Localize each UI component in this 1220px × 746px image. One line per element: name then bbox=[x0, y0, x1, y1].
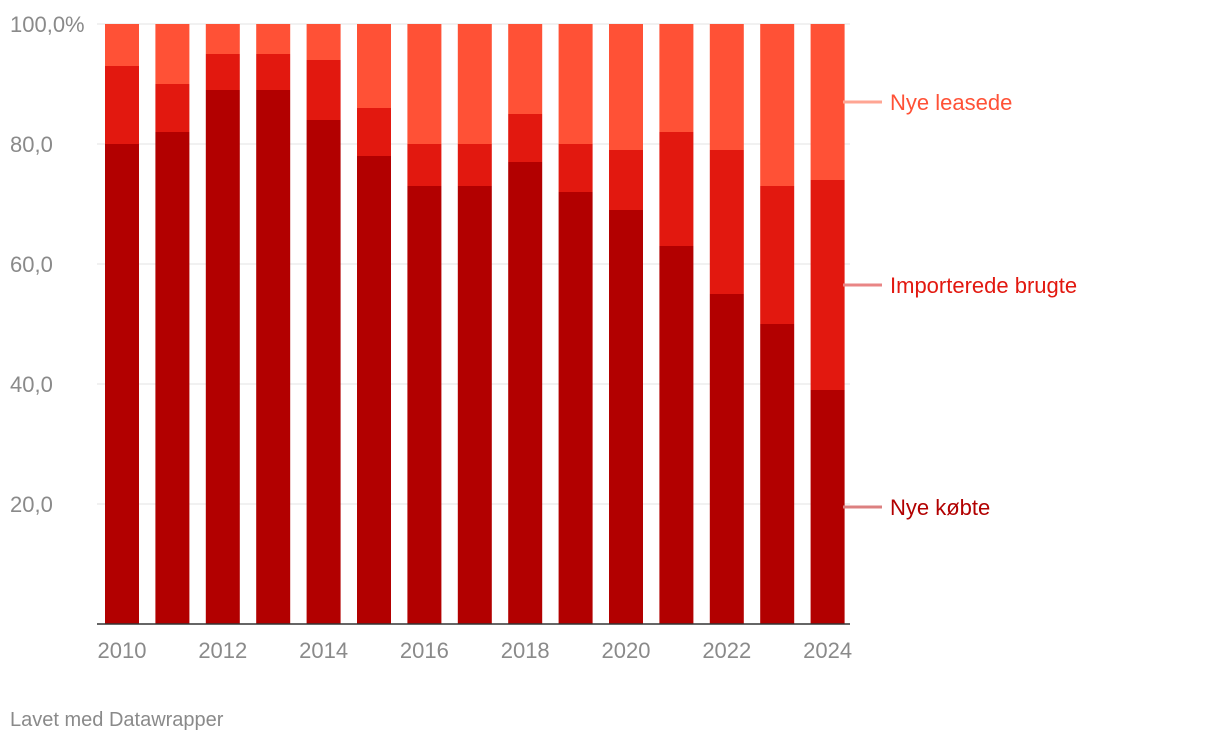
bar-2010-importerede-brugte bbox=[105, 66, 139, 144]
x-tick-label: 2020 bbox=[602, 638, 651, 663]
credit-text: Lavet med Datawrapper bbox=[10, 709, 224, 731]
bar-2015-nye-leasede bbox=[357, 24, 391, 108]
y-tick-label: 80,0 bbox=[10, 132, 53, 157]
bar-2024-importerede-brugte bbox=[810, 180, 845, 390]
bar-2019-importerede-brugte bbox=[558, 144, 593, 192]
bar-2013-nye-leasede bbox=[256, 24, 291, 54]
bar-2019-nye-købte bbox=[558, 192, 593, 624]
x-tick-label: 2018 bbox=[501, 638, 550, 663]
bar-2020-importerede-brugte bbox=[609, 150, 643, 210]
bar-2011-nye-leasede bbox=[155, 24, 190, 84]
bar-2010-nye-leasede bbox=[105, 24, 139, 66]
bar-2010-nye-købte bbox=[105, 144, 139, 624]
y-tick-label: 20,0 bbox=[10, 492, 53, 517]
legend: Nye leasede Importerede brugte Nye købte bbox=[843, 90, 1077, 520]
bar-2015-nye-købte bbox=[357, 156, 391, 624]
bar-2021-nye-købte bbox=[659, 246, 694, 624]
bar-2014-nye-leasede bbox=[306, 24, 341, 60]
bar-2016-nye-købte bbox=[407, 186, 442, 624]
bar-2021-importerede-brugte bbox=[659, 132, 694, 246]
legend-label-importerede-brugte: Importerede brugte bbox=[890, 273, 1077, 298]
bar-2024-nye-leasede bbox=[810, 24, 845, 180]
bar-2013-nye-købte bbox=[256, 90, 291, 624]
bar-2014-nye-købte bbox=[306, 120, 341, 624]
bar-2011-importerede-brugte bbox=[155, 84, 190, 132]
bar-2016-nye-leasede bbox=[407, 24, 442, 144]
bars bbox=[97, 24, 850, 625]
bar-2015-importerede-brugte bbox=[357, 108, 391, 156]
x-tick-label: 2012 bbox=[198, 638, 247, 663]
bar-2012-nye-købte bbox=[205, 90, 240, 624]
x-tick-label: 2022 bbox=[702, 638, 751, 663]
bar-2012-importerede-brugte bbox=[205, 54, 240, 90]
bar-2013-importerede-brugte bbox=[256, 54, 291, 90]
y-tick-label: 100,0% bbox=[10, 12, 85, 37]
legend-label-nye-købte: Nye købte bbox=[890, 495, 990, 520]
bar-2023-importerede-brugte bbox=[760, 186, 795, 324]
x-tick-label: 2016 bbox=[400, 638, 449, 663]
bar-2020-nye-købte bbox=[609, 210, 643, 624]
bar-2011-nye-købte bbox=[155, 132, 190, 624]
bar-2017-importerede-brugte bbox=[457, 144, 492, 186]
x-axis-ticks: 2010 2012 2014 2016 2018 2020 2022 2024 bbox=[98, 638, 853, 663]
x-tick-label: 2024 bbox=[803, 638, 852, 663]
bar-2016-importerede-brugte bbox=[407, 144, 442, 186]
bar-2017-nye-leasede bbox=[457, 24, 492, 144]
bar-2022-nye-købte bbox=[709, 294, 744, 624]
bar-2020-nye-leasede bbox=[609, 24, 643, 150]
bar-2012-nye-leasede bbox=[205, 24, 240, 54]
y-tick-label: 40,0 bbox=[10, 372, 53, 397]
y-axis-ticks: 20,0 40,0 60,0 80,0 100,0% bbox=[10, 12, 85, 517]
bar-2019-nye-leasede bbox=[558, 24, 593, 144]
bar-2021-nye-leasede bbox=[659, 24, 694, 132]
bar-2017-nye-købte bbox=[457, 186, 492, 624]
bar-2022-importerede-brugte bbox=[709, 150, 744, 294]
y-tick-label: 60,0 bbox=[10, 252, 53, 277]
x-tick-label: 2010 bbox=[98, 638, 147, 663]
bar-2014-importerede-brugte bbox=[306, 60, 341, 120]
bar-2022-nye-leasede bbox=[709, 24, 744, 150]
bar-2018-importerede-brugte bbox=[508, 114, 543, 162]
bar-2024-nye-købte bbox=[810, 390, 845, 624]
bar-2023-nye-leasede bbox=[760, 24, 795, 186]
legend-label-nye-leasede: Nye leasede bbox=[890, 90, 1012, 115]
bar-2023-nye-købte bbox=[760, 324, 795, 624]
x-tick-label: 2014 bbox=[299, 638, 348, 663]
bar-2018-nye-købte bbox=[508, 162, 543, 624]
bar-2018-nye-leasede bbox=[508, 24, 543, 114]
